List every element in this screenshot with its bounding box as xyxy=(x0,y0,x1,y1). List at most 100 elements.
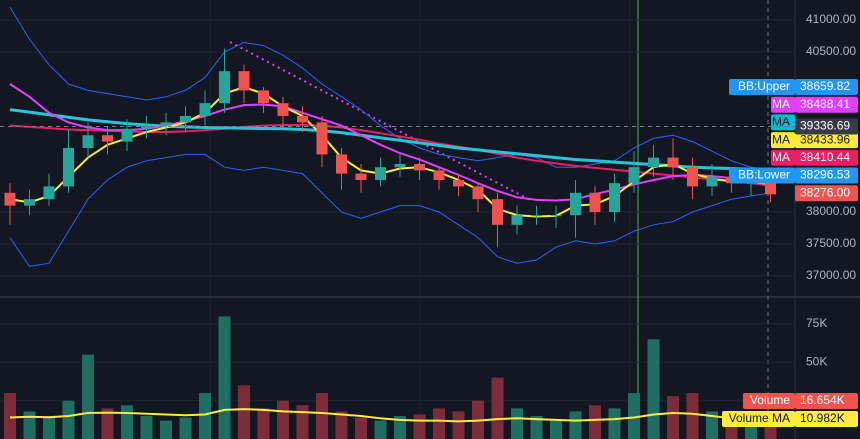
value-box xyxy=(795,167,858,184)
volume-bar xyxy=(491,377,504,439)
value-label: 16.654K xyxy=(800,393,845,407)
crosshair-label: 39336.69 xyxy=(800,119,850,133)
candle-body xyxy=(667,157,679,168)
label-box xyxy=(771,132,795,149)
candle-body xyxy=(472,186,484,200)
volume-bar xyxy=(647,339,660,439)
label-box xyxy=(729,79,795,95)
line xyxy=(9,153,771,267)
value-box xyxy=(795,132,858,149)
label-name: MA xyxy=(772,97,790,111)
label-name: Volume MA xyxy=(729,411,790,425)
candle-body xyxy=(550,215,562,217)
label-box xyxy=(729,167,795,184)
label-box xyxy=(722,411,795,427)
y-tick-label: 40500.00 xyxy=(806,44,856,58)
candle-body xyxy=(609,183,620,212)
volume-bar xyxy=(257,408,270,439)
volume-tick-label: 50K xyxy=(806,355,827,369)
volume-bar xyxy=(199,393,211,439)
volume-bar xyxy=(4,393,16,439)
candle-body xyxy=(706,176,718,187)
candle-body xyxy=(43,186,55,200)
value-label: 38488.41 xyxy=(800,97,850,111)
line xyxy=(9,123,771,187)
value-label: 38276.00 xyxy=(800,185,850,199)
value-box xyxy=(795,79,858,95)
volume-bar xyxy=(101,408,114,439)
volume-bar xyxy=(511,408,523,439)
candle-body xyxy=(277,103,289,116)
candle-body xyxy=(4,192,16,206)
label-name: MA xyxy=(772,115,790,129)
grid xyxy=(209,0,631,439)
candle-body xyxy=(531,215,542,217)
volume-bar xyxy=(218,316,231,439)
volume-bar xyxy=(608,408,621,439)
value-box xyxy=(795,393,858,409)
line xyxy=(9,86,771,218)
volume-bar xyxy=(23,411,36,439)
candle-body xyxy=(511,215,523,225)
value-label: 38296.53 xyxy=(800,168,850,182)
y-tick-label: 38000.00 xyxy=(806,204,856,218)
label-name: MA xyxy=(772,132,790,146)
volume-bar xyxy=(374,420,387,439)
volume-tick-label: 75K xyxy=(806,316,827,330)
candle-body xyxy=(102,135,113,142)
candle-body xyxy=(375,167,386,180)
volume-bar xyxy=(686,393,699,439)
label-name: BB:Lower xyxy=(738,168,790,182)
candle-body xyxy=(687,167,698,187)
value-label: 10.982K xyxy=(800,411,845,425)
value-label: 38410.44 xyxy=(800,150,850,164)
candle-body xyxy=(589,192,601,212)
volume-bar xyxy=(179,417,192,439)
crosshair-box xyxy=(795,118,858,135)
candle-body xyxy=(121,128,133,142)
candle-body xyxy=(82,135,94,148)
value-box xyxy=(795,149,858,166)
volume-bar xyxy=(530,416,543,439)
value-box xyxy=(795,96,858,113)
volume-bar xyxy=(569,411,582,439)
label-name: BB:Upper xyxy=(738,79,790,93)
value-label: 38659.82 xyxy=(800,79,850,93)
volume-bar xyxy=(706,411,718,439)
candle-body xyxy=(648,157,659,168)
volume-bar xyxy=(433,408,445,439)
candle-body xyxy=(297,116,308,123)
volume-bar xyxy=(277,400,289,439)
volume-bar xyxy=(316,393,328,439)
value-label: 38433.96 xyxy=(800,132,850,146)
label-box xyxy=(771,96,795,113)
volume-bar xyxy=(62,400,75,439)
candle-body xyxy=(316,122,328,155)
line xyxy=(9,83,771,202)
volume-bar xyxy=(335,411,348,439)
volume-bar xyxy=(160,420,172,439)
candle-body xyxy=(492,199,503,225)
candle-body xyxy=(453,180,464,187)
volume-bar xyxy=(589,405,601,439)
label-box xyxy=(771,149,795,166)
line xyxy=(9,408,771,424)
volume-bar xyxy=(667,396,679,439)
line xyxy=(9,6,771,171)
volume-bar xyxy=(140,416,153,439)
candle-body xyxy=(160,122,172,126)
candle-body xyxy=(238,71,250,91)
trend-line xyxy=(229,41,531,201)
label-box xyxy=(743,393,795,409)
candle-body xyxy=(433,170,445,180)
candle-body xyxy=(570,192,581,216)
volume-bar xyxy=(296,405,309,439)
volume-bar xyxy=(238,385,250,439)
candle-body xyxy=(180,116,191,123)
y-tick-label: 37000.00 xyxy=(806,268,856,282)
volume-bar xyxy=(43,416,55,439)
label-name: MA xyxy=(772,150,790,164)
candle-body xyxy=(258,90,269,104)
